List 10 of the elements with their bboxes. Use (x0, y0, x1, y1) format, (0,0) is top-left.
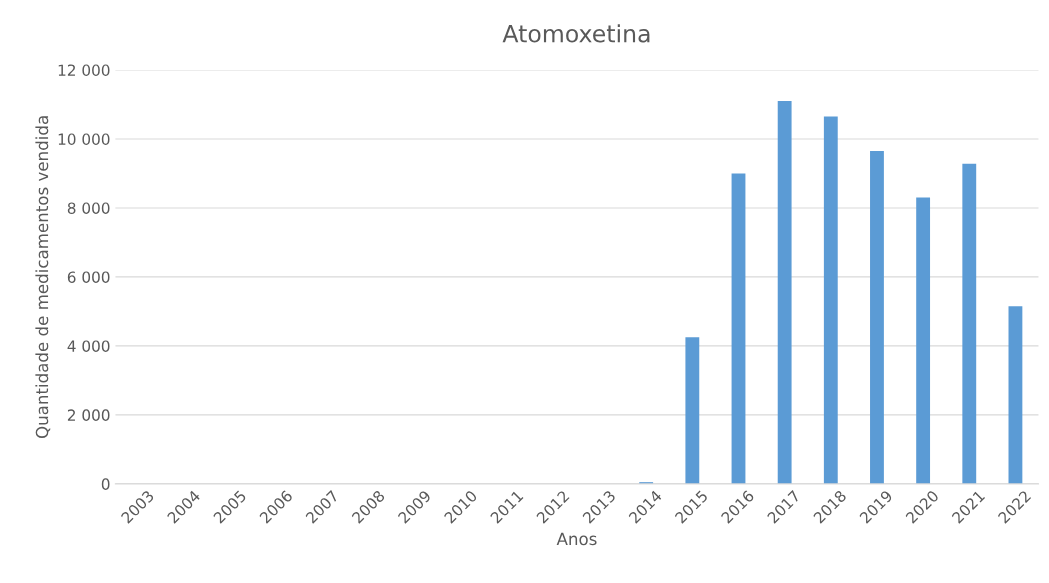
x-axis-title: Anos (556, 532, 597, 546)
y-tick-label: 4 000 (67, 340, 110, 352)
y-tick-label: 0 (101, 478, 110, 490)
y-tick-label: 6 000 (67, 271, 110, 283)
y-tick-label: 8 000 (67, 202, 110, 214)
y-tick-label: 10 000 (58, 133, 110, 145)
y-axis-title: Quantidade de medicamentos vendida (35, 116, 51, 439)
y-tick-label: 2 000 (67, 409, 110, 421)
y-tick-label: 12 000 (58, 64, 110, 76)
chart-title: Atomoxetina (502, 24, 650, 43)
